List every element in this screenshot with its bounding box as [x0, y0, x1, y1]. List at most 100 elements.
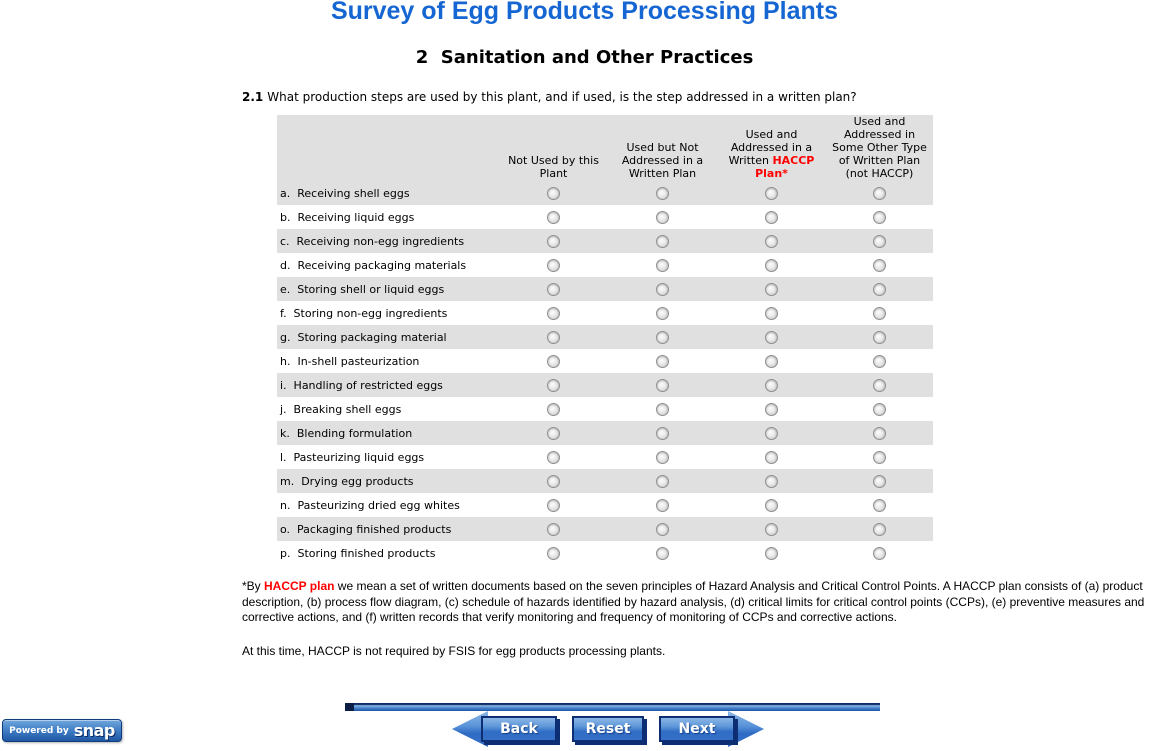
radio-cell	[717, 378, 826, 392]
radio-n-col4[interactable]	[873, 498, 886, 512]
radio-h-col2[interactable]	[656, 354, 669, 368]
radio-b-col1[interactable]	[547, 210, 560, 224]
table-row: i. Handling of restricted eggs	[277, 373, 933, 397]
radio-p-col2[interactable]	[656, 546, 669, 560]
radio-o-col1[interactable]	[547, 522, 560, 536]
radio-j-col2[interactable]	[656, 402, 669, 416]
haccp-footnote: *By HACCP plan we mean a set of written …	[242, 579, 1150, 626]
radio-b-col4[interactable]	[873, 210, 886, 224]
table-row: a. Receiving shell eggs	[277, 181, 933, 205]
radio-p-col1[interactable]	[547, 546, 560, 560]
radio-cell	[826, 330, 933, 344]
radio-n-col1[interactable]	[547, 498, 560, 512]
radio-cell	[826, 186, 933, 200]
radio-cell	[717, 546, 826, 560]
radio-o-col4[interactable]	[873, 522, 886, 536]
radio-d-col2[interactable]	[656, 258, 669, 272]
radio-f-col3[interactable]	[765, 306, 778, 320]
radio-cell	[717, 330, 826, 344]
radio-g-col2[interactable]	[656, 330, 669, 344]
radio-a-col3[interactable]	[765, 186, 778, 200]
radio-p-col3[interactable]	[765, 546, 778, 560]
row-label: o. Packaging finished products	[280, 522, 452, 536]
radio-k-col3[interactable]	[765, 426, 778, 440]
radio-cell	[499, 186, 608, 200]
snap-logo: snap	[73, 721, 116, 740]
radio-e-col4[interactable]	[873, 282, 886, 296]
radio-j-col4[interactable]	[873, 402, 886, 416]
radio-cell	[826, 282, 933, 296]
radio-cell	[499, 354, 608, 368]
radio-cell	[717, 522, 826, 536]
radio-l-col2[interactable]	[656, 450, 669, 464]
radio-n-col3[interactable]	[765, 498, 778, 512]
radio-f-col2[interactable]	[656, 306, 669, 320]
reset-button[interactable]: Reset	[572, 716, 644, 742]
table-row: m. Drying egg products	[277, 469, 933, 493]
radio-d-col3[interactable]	[765, 258, 778, 272]
radio-a-col4[interactable]	[873, 186, 886, 200]
powered-by-snap-badge[interactable]: Powered by snap	[2, 719, 122, 742]
radio-cell	[826, 258, 933, 272]
radio-cell	[499, 378, 608, 392]
radio-m-col3[interactable]	[765, 474, 778, 488]
radio-k-col4[interactable]	[873, 426, 886, 440]
row-label: i. Handling of restricted eggs	[280, 378, 443, 392]
row-label: a. Receiving shell eggs	[280, 186, 410, 200]
radio-j-col1[interactable]	[547, 402, 560, 416]
row-label: h. In-shell pasteurization	[280, 354, 420, 368]
radio-i-col1[interactable]	[547, 378, 560, 392]
radio-e-col3[interactable]	[765, 282, 778, 296]
radio-c-col2[interactable]	[656, 234, 669, 248]
radio-o-col2[interactable]	[656, 522, 669, 536]
next-button[interactable]: Next	[659, 716, 735, 742]
radio-m-col2[interactable]	[656, 474, 669, 488]
radio-c-col3[interactable]	[765, 234, 778, 248]
radio-cell	[717, 402, 826, 416]
radio-h-col4[interactable]	[873, 354, 886, 368]
radio-cell	[499, 330, 608, 344]
radio-l-col3[interactable]	[765, 450, 778, 464]
radio-l-col4[interactable]	[873, 450, 886, 464]
radio-n-col2[interactable]	[656, 498, 669, 512]
radio-cell	[826, 450, 933, 464]
radio-f-col1[interactable]	[547, 306, 560, 320]
radio-i-col3[interactable]	[765, 378, 778, 392]
radio-cell	[499, 426, 608, 440]
radio-p-col4[interactable]	[873, 546, 886, 560]
radio-cell	[499, 306, 608, 320]
column-header-2: Used but Not Addressed in a Written Plan	[621, 141, 704, 180]
radio-i-col2[interactable]	[656, 378, 669, 392]
radio-b-col3[interactable]	[765, 210, 778, 224]
radio-o-col3[interactable]	[765, 522, 778, 536]
radio-c-col1[interactable]	[547, 234, 560, 248]
radio-a-col2[interactable]	[656, 186, 669, 200]
radio-c-col4[interactable]	[873, 234, 886, 248]
radio-h-col1[interactable]	[547, 354, 560, 368]
column-header-3: Used and Addressed in a Written HACCP Plan*	[728, 128, 815, 180]
radio-f-col4[interactable]	[873, 306, 886, 320]
radio-g-col1[interactable]	[547, 330, 560, 344]
row-label: c. Receiving non-egg ingredients	[280, 234, 465, 248]
radio-cell	[499, 498, 608, 512]
radio-e-col1[interactable]	[547, 282, 560, 296]
radio-m-col4[interactable]	[873, 474, 886, 488]
radio-h-col3[interactable]	[765, 354, 778, 368]
radio-g-col4[interactable]	[873, 330, 886, 344]
radio-cell	[608, 258, 717, 272]
radio-a-col1[interactable]	[547, 186, 560, 200]
radio-j-col3[interactable]	[765, 402, 778, 416]
radio-k-col2[interactable]	[656, 426, 669, 440]
radio-d-col4[interactable]	[873, 258, 886, 272]
radio-d-col1[interactable]	[547, 258, 560, 272]
radio-b-col2[interactable]	[656, 210, 669, 224]
radio-i-col4[interactable]	[873, 378, 886, 392]
radio-k-col1[interactable]	[547, 426, 560, 440]
radio-m-col1[interactable]	[547, 474, 560, 488]
radio-l-col1[interactable]	[547, 450, 560, 464]
row-label: m. Drying egg products	[280, 474, 414, 488]
table-row: h. In-shell pasteurization	[277, 349, 933, 373]
radio-e-col2[interactable]	[656, 282, 669, 296]
radio-g-col3[interactable]	[765, 330, 778, 344]
back-button[interactable]: Back	[481, 716, 557, 742]
